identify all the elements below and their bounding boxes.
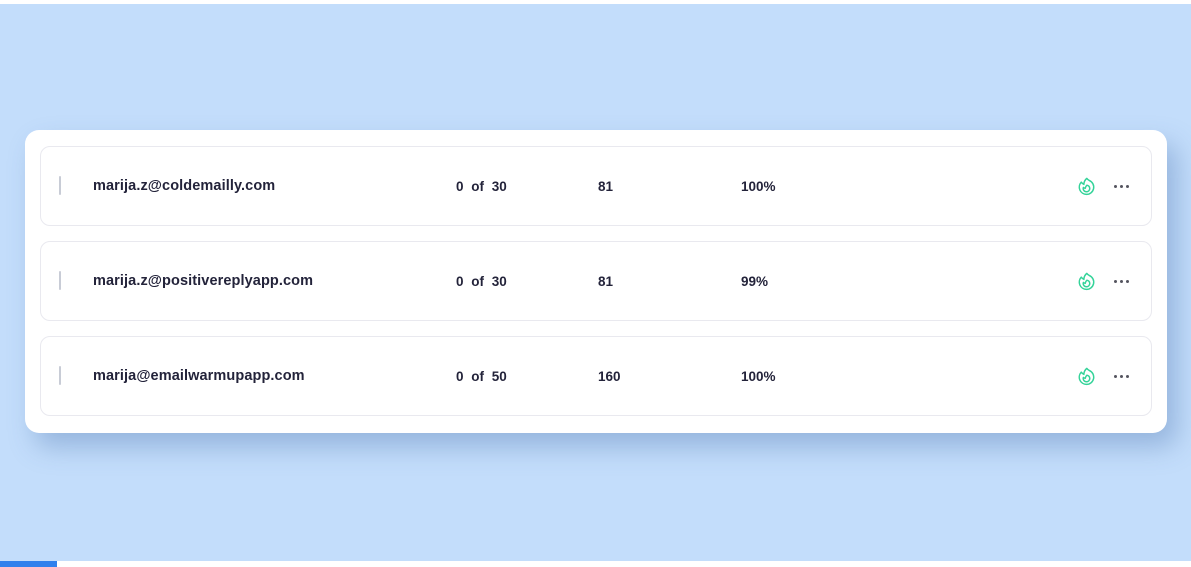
row-menu-ellipsis-icon[interactable] <box>1112 371 1131 382</box>
email-address: marija.z@positivereplyapp.com <box>93 273 314 289</box>
email-address: marija.z@coldemailly.com <box>93 178 276 194</box>
quota-stat: 0 of 30 <box>456 178 507 194</box>
row-checkbox[interactable] <box>59 366 61 385</box>
flame-icon <box>1076 271 1112 292</box>
bottom-left-blue-fragment <box>0 561 57 567</box>
quota-stat: 0 of 30 <box>456 273 507 289</box>
row-menu-ellipsis-icon[interactable] <box>1112 181 1131 192</box>
top-edge-strip <box>0 0 1191 4</box>
bottom-edge-strip <box>0 561 1191 567</box>
count-stat: 160 <box>598 368 621 384</box>
flame-icon <box>1076 366 1112 387</box>
flame-icon <box>1076 176 1112 197</box>
percent-stat: 99% <box>741 273 769 289</box>
email-address: marija@emailwarmupapp.com <box>93 368 305 384</box>
accounts-card: marija.z@coldemailly.com 0 of 30 81 100%… <box>25 130 1167 433</box>
account-row: marija.z@coldemailly.com 0 of 30 81 100% <box>40 146 1152 226</box>
percent-stat: 100% <box>741 368 776 384</box>
percent-stat: 100% <box>741 178 776 194</box>
account-row: marija@emailwarmupapp.com 0 of 50 160 10… <box>40 336 1152 416</box>
quota-stat: 0 of 50 <box>456 368 507 384</box>
row-menu-ellipsis-icon[interactable] <box>1112 276 1131 287</box>
row-checkbox[interactable] <box>59 271 61 290</box>
row-checkbox[interactable] <box>59 176 61 195</box>
account-row: marija.z@positivereplyapp.com 0 of 30 81… <box>40 241 1152 321</box>
count-stat: 81 <box>598 273 614 289</box>
count-stat: 81 <box>598 178 614 194</box>
